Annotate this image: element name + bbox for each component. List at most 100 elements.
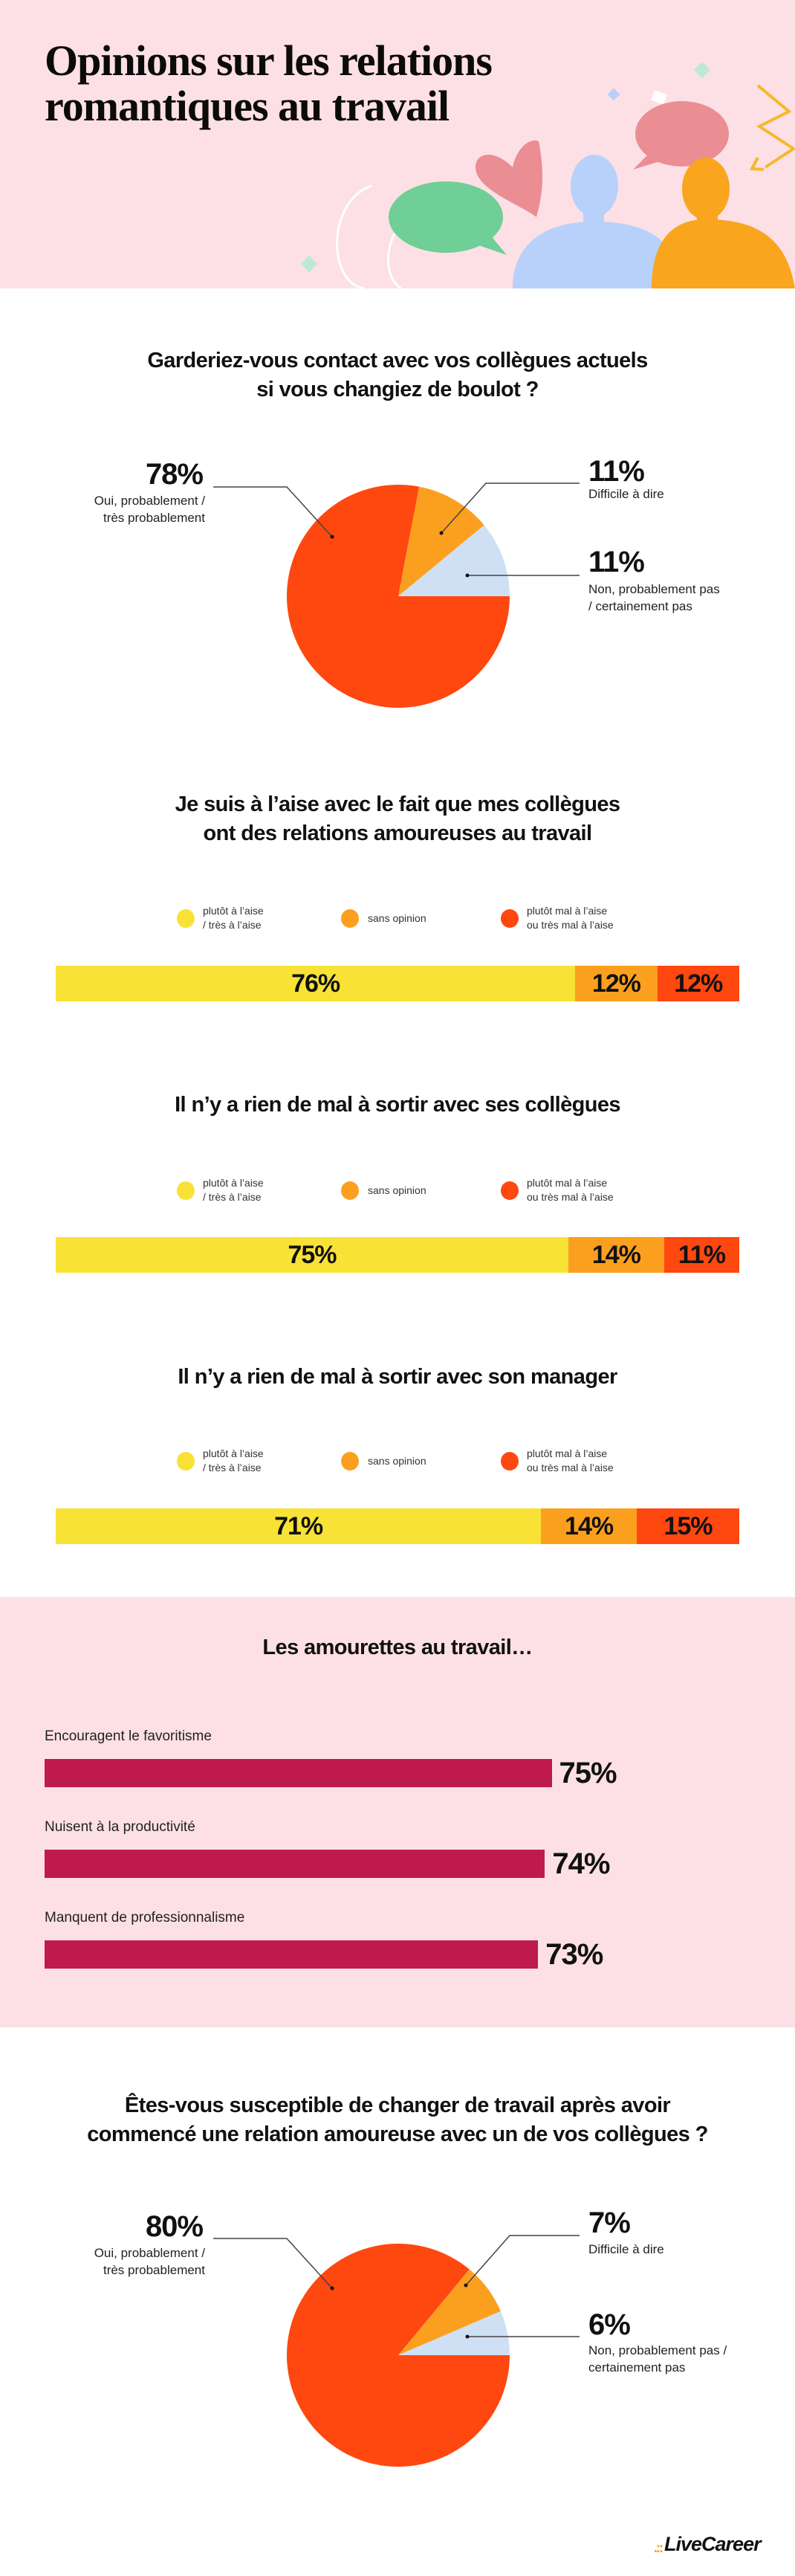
- bar-segment: 15%: [636, 1508, 739, 1544]
- bar-segment: 14%: [568, 1237, 664, 1273]
- legend-label: plutôt mal à l’aise ou très mal à l’aise: [527, 905, 614, 931]
- speech-bubble-green-icon: [389, 181, 507, 255]
- legend-label: sans opinion: [368, 1454, 426, 1467]
- pie-slice: [286, 485, 510, 708]
- legend-dot-icon: [501, 1452, 519, 1471]
- stacked-bar: 75% 14% 11%: [56, 1237, 739, 1273]
- segment-value-label: 12%: [591, 969, 641, 998]
- bar-segment: 14%: [541, 1508, 637, 1544]
- legend-label: plutôt à l’aise / très à l’aise: [203, 1177, 264, 1203]
- bar-segment: 11%: [663, 1237, 739, 1273]
- chart-title: Il n’y a rien de mal à sortir avec son m…: [178, 1365, 617, 1389]
- bar-category-label: Nuisent à la productivité: [45, 1819, 195, 1835]
- leader-dot: [465, 2334, 470, 2339]
- pie-chart-1: [213, 482, 580, 708]
- leader-dot: [330, 2286, 334, 2291]
- legend-dot-icon: [501, 1181, 519, 1200]
- chart-title: si vous changiez de boulot ?: [256, 378, 539, 401]
- pie-chart-2: [213, 2235, 580, 2467]
- logo-dots-icon: .::: [654, 2540, 663, 2555]
- leader-dot: [464, 2283, 468, 2288]
- slice-label: Difficile à dire: [588, 2242, 664, 2256]
- bar-category-label: Manquent de professionnalisme: [45, 1910, 245, 1925]
- legend-label: plutôt mal à l’aise ou très mal à l’aise: [527, 1447, 614, 1473]
- slice-label: Oui, probablement / très probablement: [94, 494, 205, 525]
- segment-value-label: 12%: [674, 969, 723, 998]
- chart-title: ont des relations amoureuses au travail: [203, 821, 593, 845]
- segment-value-label: 75%: [288, 1240, 337, 1269]
- diamond-icon: [300, 255, 318, 273]
- segment-value-label: 14%: [565, 1511, 614, 1540]
- slice-value-label: 11%: [588, 546, 645, 578]
- diamond-icon: [651, 90, 667, 105]
- legend-label: plutôt à l’aise / très à l’aise: [203, 905, 264, 931]
- slice-value-label: 80%: [145, 2210, 204, 2243]
- legend-dot-icon: [177, 1181, 195, 1200]
- bar-segment: 75%: [56, 1237, 568, 1273]
- segment-value-label: 76%: [291, 969, 340, 998]
- bar-value-label: 73%: [545, 1938, 603, 1971]
- header-illustration: [300, 61, 795, 288]
- pie-slice: [398, 486, 484, 596]
- slice-value-label: 78%: [145, 458, 204, 491]
- segment-value-label: 11%: [678, 1240, 726, 1269]
- chart-title: Les amourettes au travail…: [262, 1636, 533, 1659]
- leader-line: [465, 2235, 580, 2286]
- stacked-bar: 71% 14% 15%: [56, 1508, 739, 1544]
- slice-label: Difficile à dire: [588, 487, 664, 501]
- bar-value-label: 74%: [552, 1847, 610, 1880]
- segment-value-label: 15%: [663, 1511, 713, 1540]
- diamond-icon: [607, 88, 620, 101]
- speech-bubble-pink-icon: [633, 101, 729, 170]
- bar-segment: 71%: [56, 1508, 542, 1544]
- segment-value-label: 14%: [591, 1240, 641, 1269]
- leader-line: [441, 482, 580, 534]
- legend-dot-icon: [177, 1452, 195, 1471]
- pie-slice: [398, 2311, 510, 2355]
- page-title-line2: romantiques au travail: [45, 82, 450, 130]
- slice-value-label: 7%: [588, 2207, 631, 2239]
- chart-title: Garderiez-vous contact avec vos collègue…: [147, 349, 648, 372]
- slice-label: Non, probablement pas / certainement pas: [588, 582, 720, 613]
- bar-favoritisme: [45, 1759, 552, 1787]
- leader-dot: [330, 535, 334, 539]
- pie-slice: [398, 2269, 501, 2355]
- bar-segment: 76%: [56, 966, 576, 1001]
- leader-dot: [465, 573, 470, 578]
- bar-segment: 12%: [657, 966, 739, 1001]
- chart-title: Êtes-vous susceptible de changer de trav…: [124, 2094, 671, 2117]
- slice-label: Oui, probablement / très probablement: [94, 2246, 205, 2277]
- slice-label: Non, probablement pas / certainement pas: [588, 2343, 727, 2375]
- legend-label: plutôt à l’aise / très à l’aise: [203, 1447, 264, 1473]
- bar-productivite: [45, 1850, 545, 1878]
- legend-label: plutôt mal à l’aise ou très mal à l’aise: [527, 1177, 614, 1203]
- pie-slice: [398, 525, 510, 596]
- zigzag-arrow-icon: [756, 84, 795, 169]
- page-title-line1: Opinions sur les relations: [45, 36, 493, 85]
- leader-line: [213, 486, 333, 538]
- slice-value-label: 11%: [588, 455, 645, 488]
- chart-title: Il n’y a rien de mal à sortir avec ses c…: [175, 1093, 620, 1117]
- segment-value-label: 71%: [274, 1511, 323, 1540]
- arrow-head-icon: [749, 157, 765, 171]
- leader-dot: [439, 531, 444, 535]
- stacked-bar: 76% 12% 12%: [56, 966, 739, 1001]
- bar-category-label: Encouragent le favoritisme: [45, 1728, 212, 1744]
- legend-dot-icon: [341, 909, 359, 928]
- legend-dot-icon: [341, 1452, 359, 1471]
- chart-title: Je suis à l’aise avec le fait que mes co…: [175, 793, 620, 816]
- diamond-icon: [693, 61, 711, 79]
- legend-dot-icon: [341, 1181, 359, 1200]
- chart-title: commencé une relation amoureuse avec un …: [87, 2123, 708, 2146]
- person-orange-icon: [652, 158, 795, 288]
- livecareer-logo: .:: LiveCareer: [654, 2533, 762, 2556]
- slice-value-label: 6%: [588, 2308, 631, 2341]
- person-blue-icon: [513, 155, 680, 288]
- legend-dot-icon: [501, 909, 519, 928]
- bar-value-label: 75%: [559, 1757, 617, 1789]
- legend-dot-icon: [177, 909, 195, 928]
- legend-label: sans opinion: [368, 1184, 426, 1196]
- bar-segment: 12%: [575, 966, 658, 1001]
- bar-professionnalisme: [45, 1940, 539, 1969]
- logo-text: LiveCareer: [664, 2533, 762, 2555]
